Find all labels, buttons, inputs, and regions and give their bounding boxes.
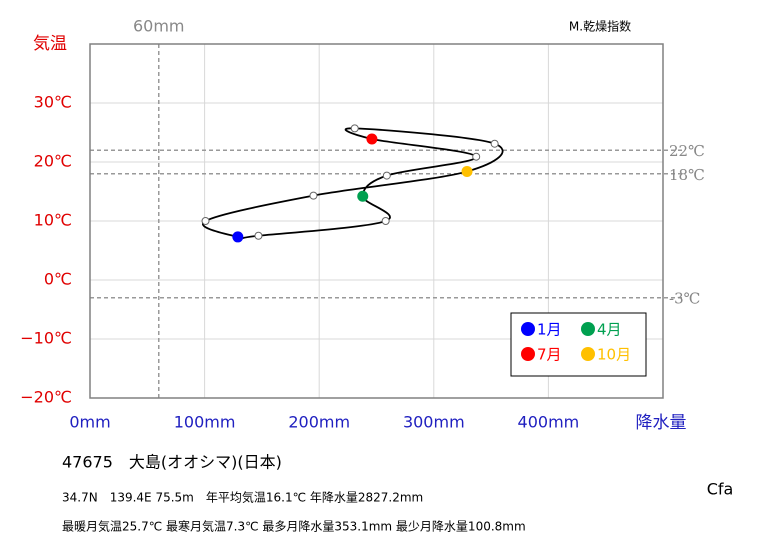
reference-label: 18℃ (669, 166, 705, 184)
y-tick-label: 10℃ (34, 211, 72, 230)
x-tick-label: 300mm (403, 413, 465, 432)
climate-curve (202, 127, 504, 240)
month-point (382, 171, 391, 180)
station: 47675 大島(オオシマ)(日本) (62, 453, 282, 472)
plot-frame (89, 43, 664, 399)
legend-swatch (521, 322, 535, 336)
info-line: 最暖月気温25.7℃ 最寒月気温7.3℃ 最多月降水量353.1mm 最少月降水… (62, 519, 526, 534)
highlight-point (461, 165, 473, 177)
legend-swatch (581, 322, 595, 336)
climate-class: Cfa (707, 480, 734, 499)
y-tick-label: −10℃ (20, 329, 72, 348)
month-point (472, 152, 481, 161)
y-tick-label: 0℃ (44, 270, 72, 289)
y-tick-label: 20℃ (34, 152, 72, 171)
reference-label: 60mm (133, 17, 185, 36)
month-point (490, 139, 499, 148)
y-tick-label: 30℃ (34, 93, 72, 112)
reference-label: -3℃ (669, 290, 700, 308)
highlight-point (232, 231, 244, 243)
month-point (309, 191, 318, 200)
corner-note: M.乾燥指数 (569, 19, 631, 34)
legend-swatch (581, 347, 595, 361)
month-point (381, 217, 390, 225)
highlight-point (357, 190, 369, 202)
legend-swatch (521, 347, 535, 361)
legend-label: 1月 (537, 321, 562, 339)
legend-label: 10月 (597, 346, 631, 364)
month-point (350, 124, 359, 133)
legend-label: 7月 (537, 346, 562, 364)
x-tick-label: 400mm (518, 413, 580, 432)
x-tick-label: 200mm (288, 413, 350, 432)
y-tick-label: −20℃ (20, 388, 72, 407)
y-axis-title: 気温 (33, 34, 67, 54)
legend-box (510, 312, 647, 377)
x-axis-title: 降水量 (636, 413, 687, 433)
month-point (254, 231, 263, 240)
info-line: 34.7N 139.4E 75.5m 年平均気温16.1℃ 年降水量2827.2… (62, 490, 423, 505)
legend-label: 4月 (597, 321, 622, 339)
month-point (201, 217, 210, 225)
reference-label: 22℃ (669, 142, 705, 160)
x-tick-label: 0mm (69, 413, 110, 432)
highlight-point (366, 133, 378, 145)
x-tick-label: 100mm (174, 413, 236, 432)
